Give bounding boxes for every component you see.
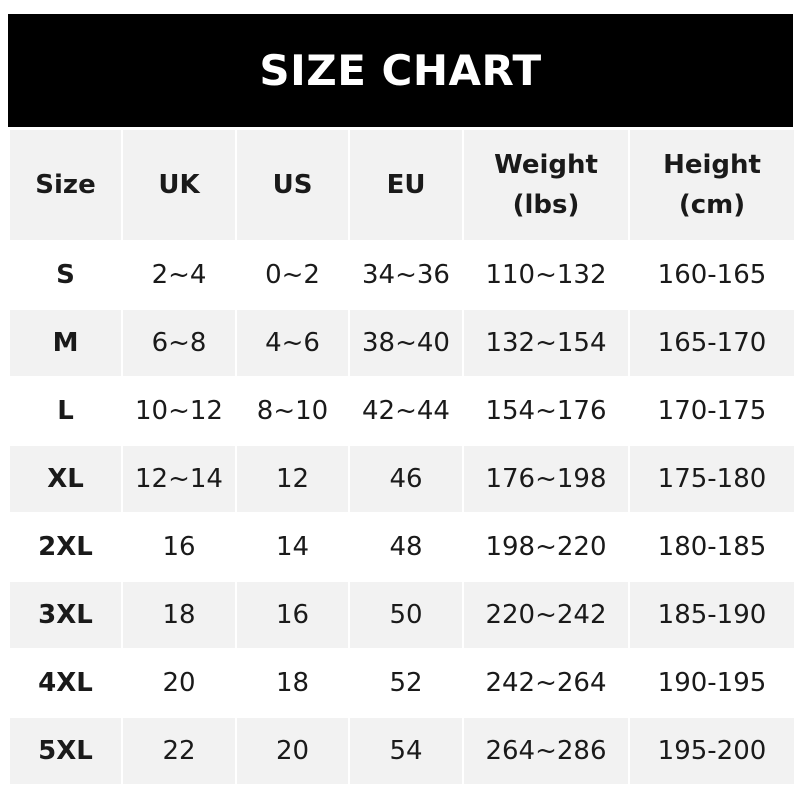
cell-weight: 176~198	[462, 444, 630, 514]
cell-us: 0~2	[235, 240, 350, 310]
column-header-us: US	[235, 128, 350, 242]
column-header-label: EU	[386, 170, 426, 200]
cell-size: L	[8, 376, 123, 446]
cell-weight: 154~176	[462, 376, 630, 446]
cell-size: 3XL	[8, 580, 123, 650]
cell-height: 175-180	[628, 444, 796, 514]
table-row: 3XL 18 16 50 220~242 185-190	[8, 580, 796, 650]
cell-height: 180-185	[628, 512, 796, 582]
cell-eu: 52	[348, 648, 464, 718]
cell-eu: 54	[348, 716, 464, 786]
cell-height: 165-170	[628, 308, 796, 378]
cell-us: 14	[235, 512, 350, 582]
table-row: S 2~4 0~2 34~36 110~132 160-165	[8, 240, 796, 310]
cell-us: 4~6	[235, 308, 350, 378]
table-body: S 2~4 0~2 34~36 110~132 160-165 M 6~8 4~6 38~40 13…	[8, 240, 796, 786]
cell-size: 4XL	[8, 648, 123, 718]
table-row: 2XL 16 14 48 198~220 180-185	[8, 512, 796, 582]
column-header-size: Size	[8, 128, 123, 242]
cell-height: 160-165	[628, 240, 796, 310]
column-header-label: US	[272, 170, 313, 200]
cell-uk: 22	[121, 716, 237, 786]
cell-eu: 42~44	[348, 376, 464, 446]
table-row: 4XL 20 18 52 242~264 190-195	[8, 648, 796, 718]
column-header-uk: UK	[121, 128, 237, 242]
cell-weight: 110~132	[462, 240, 630, 310]
cell-uk: 20	[121, 648, 237, 718]
cell-height: 170-175	[628, 376, 796, 446]
table-row: XL 12~14 12 46 176~198 175-180	[8, 444, 796, 514]
column-header-label: UK	[158, 170, 200, 200]
cell-uk: 18	[121, 580, 237, 650]
cell-size: 2XL	[8, 512, 123, 582]
cell-eu: 38~40	[348, 308, 464, 378]
cell-uk: 2~4	[121, 240, 237, 310]
cell-uk: 6~8	[121, 308, 237, 378]
cell-height: 195-200	[628, 716, 796, 786]
table-row: L 10~12 8~10 42~44 154~176 170-175	[8, 376, 796, 446]
column-header-height: Height (cm)	[628, 128, 796, 242]
cell-size: M	[8, 308, 123, 378]
cell-eu: 46	[348, 444, 464, 514]
column-header-label: Weight	[494, 150, 598, 180]
cell-eu: 48	[348, 512, 464, 582]
cell-uk: 16	[121, 512, 237, 582]
table-row: 5XL 22 20 54 264~286 195-200	[8, 716, 796, 786]
table-row: M 6~8 4~6 38~40 132~154 165-170	[8, 308, 796, 378]
cell-eu: 34~36	[348, 240, 464, 310]
cell-uk: 12~14	[121, 444, 237, 514]
cell-size: 5XL	[8, 716, 123, 786]
cell-height: 185-190	[628, 580, 796, 650]
cell-us: 18	[235, 648, 350, 718]
cell-us: 8~10	[235, 376, 350, 446]
cell-weight: 198~220	[462, 512, 630, 582]
column-header-label: Size	[35, 170, 96, 200]
cell-uk: 10~12	[121, 376, 237, 446]
cell-height: 190-195	[628, 648, 796, 718]
cell-weight: 264~286	[462, 716, 630, 786]
size-chart-title: SIZE CHART	[8, 14, 793, 127]
cell-us: 16	[235, 580, 350, 650]
cell-weight: 220~242	[462, 580, 630, 650]
cell-weight: 242~264	[462, 648, 630, 718]
size-chart-table: Size UK US EU Weight (lbs) Height (cm) S 2~4 0~2 3…	[8, 128, 796, 786]
cell-weight: 132~154	[462, 308, 630, 378]
cell-us: 20	[235, 716, 350, 786]
header-row: Size UK US EU Weight (lbs) Height (cm)	[8, 128, 796, 242]
column-header-weight: Weight (lbs)	[462, 128, 630, 242]
cell-us: 12	[235, 444, 350, 514]
column-header-unit: (lbs)	[512, 190, 580, 220]
cell-size: XL	[8, 444, 123, 514]
column-header-unit: (cm)	[678, 190, 746, 220]
cell-eu: 50	[348, 580, 464, 650]
column-header-eu: EU	[348, 128, 464, 242]
column-header-label: Height	[663, 150, 761, 180]
cell-size: S	[8, 240, 123, 310]
